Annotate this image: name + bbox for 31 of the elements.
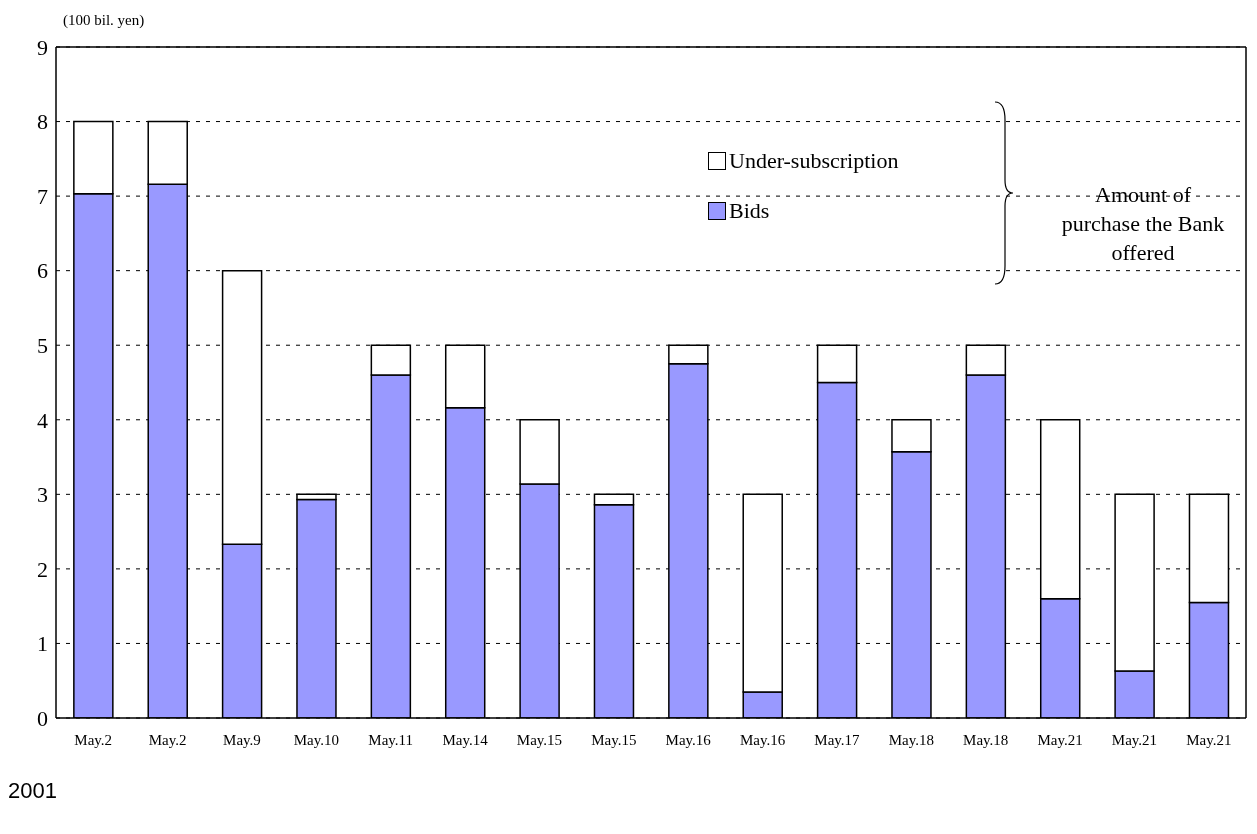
x-tick-label: May.17 <box>814 731 861 748</box>
y-tick-label: 6 <box>37 258 48 284</box>
x-tick-label: May.9 <box>223 731 261 748</box>
y-tick-label: 5 <box>37 333 48 359</box>
x-tick-label: May.21 <box>1037 731 1083 748</box>
x-tick-label: May.15 <box>516 731 563 748</box>
y-tick-label: 9 <box>37 34 48 60</box>
x-tick-label: May.10 <box>293 731 339 748</box>
x-tick-label: May.16 <box>665 731 712 748</box>
y-tick-label: 0 <box>37 705 48 731</box>
x-tick-label: May.18 <box>963 731 1009 748</box>
legend-label: Bids <box>729 198 770 224</box>
y-tick-label: 7 <box>37 183 48 209</box>
x-tick-label: May.11 <box>368 731 414 748</box>
x-tick-label: May.2 <box>74 731 113 748</box>
y-tick-label: 1 <box>37 631 48 657</box>
y-tick-label: 8 <box>37 109 48 135</box>
x-tick-label: May.15 <box>591 731 637 748</box>
text: 2001 <box>8 778 57 804</box>
x-tick-label: May.2 <box>148 731 187 748</box>
y-tick-label: 3 <box>37 482 48 508</box>
x-tick-label: May.18 <box>888 731 934 748</box>
legend-label: Under-subscription <box>729 148 899 174</box>
y-tick-label: 2 <box>37 556 48 582</box>
x-tick-label: May.16 <box>739 731 786 748</box>
annotation: Amount of purchase the Bank offered <box>1060 181 1226 267</box>
x-tick-label: May.21 <box>1186 731 1232 748</box>
x-tick-label: May.14 <box>442 731 489 748</box>
y-tick-label: 4 <box>37 407 48 433</box>
y-axis-title: (100 bil. yen) <box>63 12 145 29</box>
x-tick-label: May.21 <box>1111 731 1158 748</box>
